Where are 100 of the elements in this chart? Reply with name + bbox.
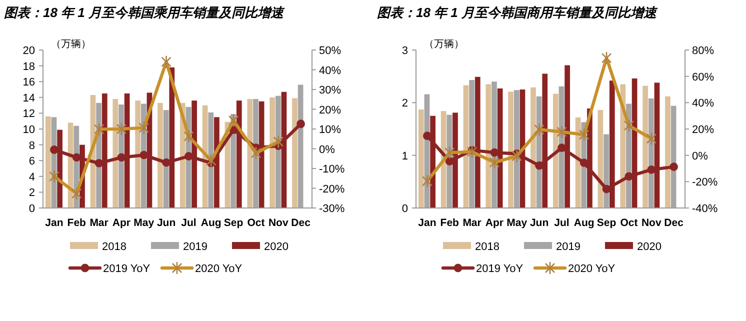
bar [158,102,163,208]
point [534,122,544,136]
x-tick-label: Mar [90,217,108,229]
y-tick-label: 8 [28,140,35,152]
point [296,120,305,128]
y-tick-label: 20 [22,45,35,57]
y-tick-label: 2 [28,187,35,200]
y-tick-label: 14 [22,92,35,104]
point [512,149,522,163]
point [624,118,634,132]
point [646,132,657,146]
y2-tick-label: -40% [692,203,718,215]
x-tick-label: Jul [181,217,196,229]
point [489,156,500,170]
x-tick-label: Oct [247,217,266,229]
y2-tick-label: 40% [692,98,714,110]
y2-tick-label: 80% [692,45,714,57]
point [49,170,60,184]
bar [530,87,536,208]
point [161,55,172,68]
y-axis-title: （万辆） [424,38,464,50]
bar [642,86,648,208]
legend-label: 2018 [102,241,126,253]
point [94,122,104,136]
bar [665,96,670,208]
point [250,146,262,160]
bar [469,80,474,208]
point [578,128,590,142]
x-tick-label: May [506,217,528,229]
bar [514,90,520,208]
legend-label: 2020 YoY [568,263,616,275]
y2-tick-label: 0% [692,150,708,162]
x-tick-label: Sep [224,217,244,229]
bar [270,97,275,208]
point [580,158,588,168]
bar [552,94,558,208]
y2-tick-label: -20% [692,176,718,189]
point [273,134,284,148]
y-tick-label: 12 [22,108,35,120]
point [423,132,432,140]
point [466,145,478,158]
y2-tick-label: -30% [319,203,345,215]
x-tick-label: Apr [485,217,504,229]
y2-tick-label: -20% [319,183,345,196]
y-tick-label: 0 [402,203,408,215]
legend-label: 2019 [556,241,580,253]
legend-label: 2018 [475,241,500,253]
y2-tick-label: -10% [319,164,345,176]
bar [135,100,140,208]
legend-label: 2019 [183,241,208,253]
legend-label: 2020 YoY [195,263,243,275]
bar [292,98,298,208]
x-tick-label: May [134,217,154,229]
y-tick-label: 3 [402,45,408,57]
bar [247,98,253,208]
point [184,152,193,160]
x-tick-label: Nov [641,217,662,229]
y2-tick-label: 20% [319,104,342,116]
x-tick-label: Jun [156,217,176,229]
legend-label: 2019 YoY [103,263,151,275]
y-tick-label: 4 [28,171,35,184]
bar [418,110,424,208]
y2-tick-label: 30% [319,84,342,96]
y-tick-label: 16 [22,76,35,89]
point [162,158,170,167]
y2-tick-label: 10% [319,124,342,136]
bar [508,92,514,208]
bar [275,96,281,208]
point [228,114,239,128]
point [535,161,544,170]
point [670,162,678,171]
y-axis-title: （万辆） [51,38,91,50]
x-tick-label: Jun [530,217,549,229]
y-tick-label: 0 [28,203,35,215]
bar [486,84,492,208]
y-tick-label: 1 [402,150,408,162]
y-tick-label: 6 [28,156,35,168]
y2-tick-label: 40% [319,64,342,77]
x-tick-label: Mar [462,217,482,229]
x-tick-label: Dec [664,217,684,229]
point [50,146,58,154]
point [116,122,127,136]
y-tick-label: 10 [22,124,35,136]
bar [45,116,51,208]
x-tick-label: Sep [596,217,616,229]
y2-tick-label: 0% [319,144,336,156]
point [206,154,216,168]
legend-label: 2019 YoY [476,263,524,275]
x-tick-label: Feb [440,217,459,229]
legend-label: 2020 [637,241,662,253]
x-tick-label: Jul [554,217,570,229]
x-tick-label: Jan [45,217,64,229]
legend-label: 2020 [264,241,288,253]
point [72,153,81,162]
point [184,130,194,143]
chart-title: 图表：18 年 1 月至今韩国乘用车销量及同比增速 [4,5,286,20]
x-tick-label: Oct [620,217,638,229]
y2-tick-label: 60% [692,71,714,84]
x-tick-label: Aug [200,217,222,229]
x-tick-label: Nov [268,217,288,229]
